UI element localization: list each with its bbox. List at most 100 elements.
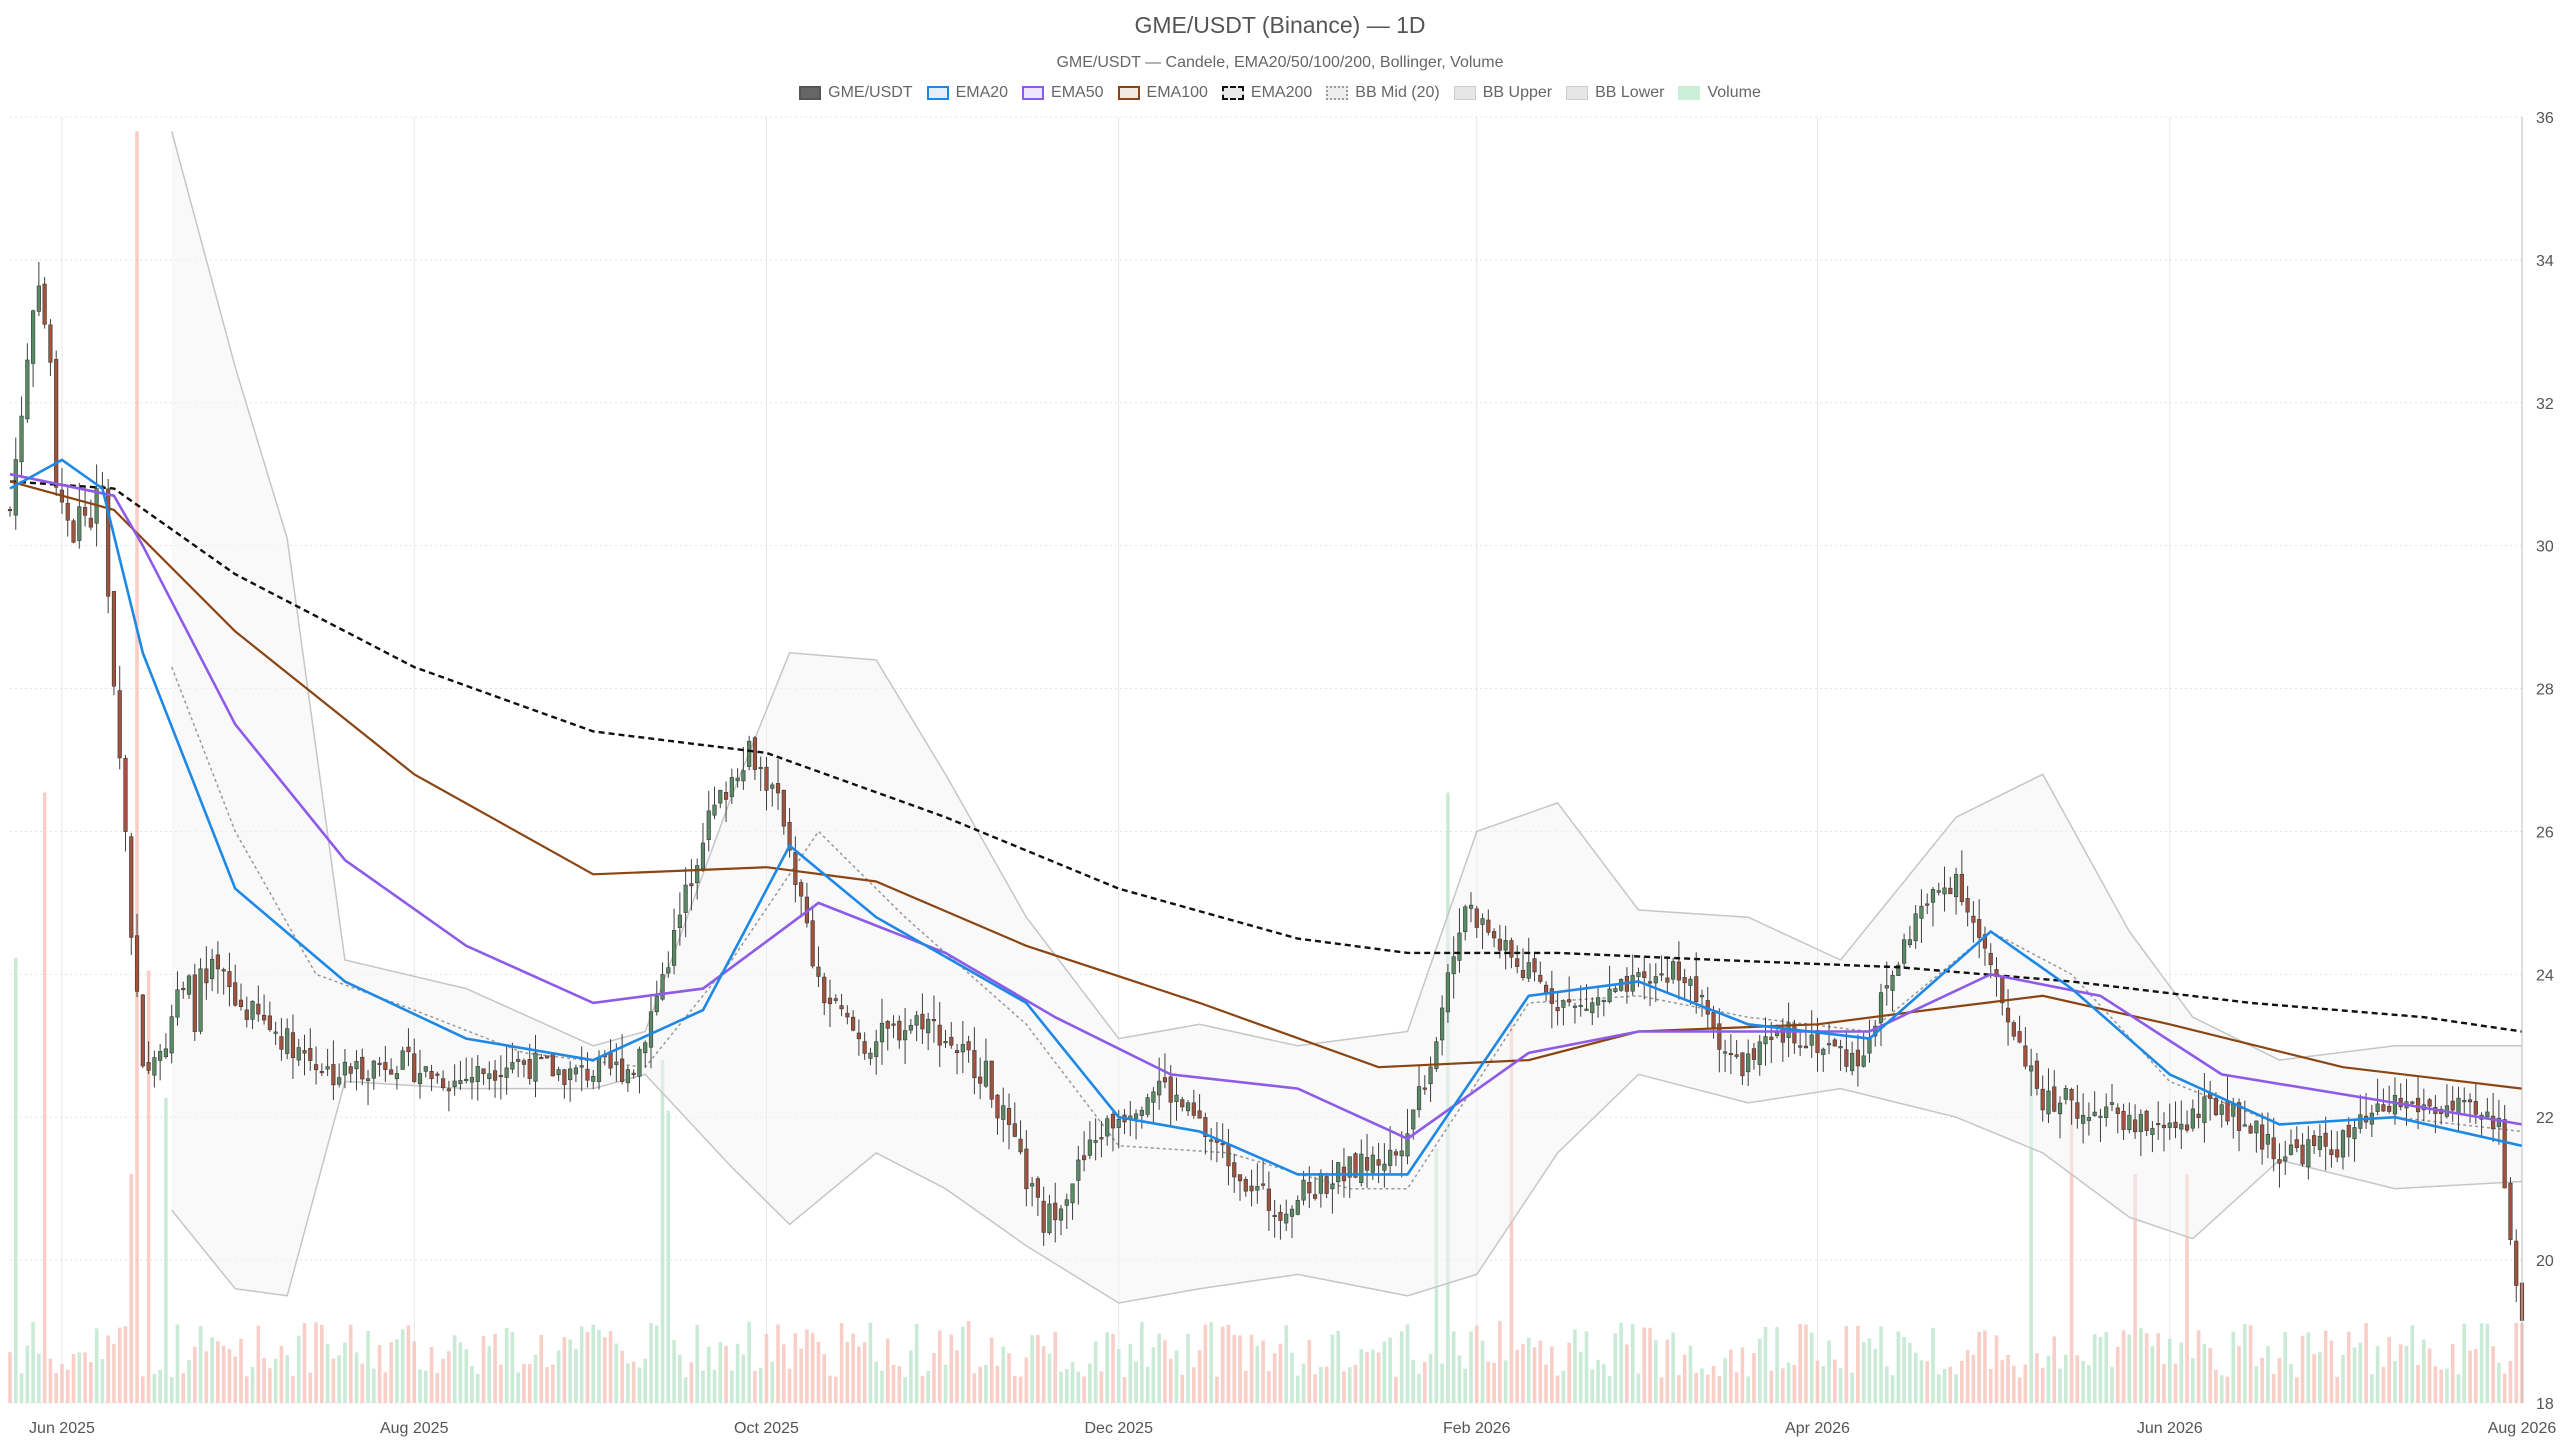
candle [891, 1015, 896, 1039]
candle [2329, 1130, 2334, 1168]
candle-body [2387, 1105, 2392, 1112]
candle [267, 1001, 272, 1032]
volume-bar [2502, 1373, 2507, 1403]
volume-bar [2289, 1364, 2293, 1403]
candle-body [25, 359, 30, 420]
candle-body [65, 502, 70, 521]
volume-bar [1001, 1346, 1006, 1403]
candle [1809, 1010, 1814, 1058]
volume-bar [1249, 1334, 1254, 1403]
volume-bar [493, 1333, 497, 1403]
legend-item-bb-lower[interactable]: BB Lower [1566, 84, 1664, 102]
candle [2104, 1093, 2109, 1127]
candle [2121, 1103, 2126, 1140]
volume-bar [562, 1337, 567, 1403]
volume-bar [1555, 1375, 1560, 1403]
candle [2306, 1126, 2311, 1180]
volume-bar [383, 1372, 388, 1403]
candle-body [539, 1057, 544, 1060]
candle-body [19, 415, 24, 463]
candle-body [1440, 1007, 1445, 1041]
candle-body [1058, 1208, 1064, 1221]
candle-body [441, 1078, 446, 1089]
candle-body [2248, 1125, 2253, 1134]
volume-bar [579, 1326, 584, 1403]
candle-body [1139, 1109, 1144, 1116]
candle-body [2473, 1101, 2478, 1115]
volume-bar [1983, 1330, 1987, 1403]
candle [2075, 1085, 2080, 1129]
volume-bar [1342, 1371, 1346, 1403]
candle-body [926, 1018, 931, 1034]
volume-bar [250, 1367, 255, 1403]
candle-body [729, 777, 734, 797]
legend-item-ema20[interactable]: EMA20 [926, 84, 1008, 102]
legend-item-ema50[interactable]: EMA50 [1022, 84, 1104, 102]
volume-bar [2064, 1354, 2068, 1403]
candle-body [261, 1014, 267, 1021]
legend-item-bb-upper[interactable]: BB Upper [1453, 84, 1552, 102]
candle-body [1676, 961, 1681, 981]
volume-bar [810, 1332, 815, 1403]
candle [1451, 936, 1456, 999]
candle [389, 1058, 394, 1075]
volume-bar [2196, 1330, 2201, 1403]
candle-body [972, 1050, 977, 1079]
candle-body [319, 1071, 324, 1074]
legend-item-ema200[interactable]: EMA200 [1221, 84, 1312, 102]
volume-bar [441, 1358, 445, 1403]
candle-body [1665, 977, 1670, 983]
x-tick-label: Dec 2025 [1084, 1420, 1153, 1437]
legend-item-bb-mid[interactable]: BB Mid (20) [1326, 84, 1440, 102]
candle-body [221, 969, 226, 972]
candle [1688, 976, 1693, 1005]
candle-body [2052, 1086, 2057, 1112]
candle [2294, 1126, 2299, 1153]
volume-bar [146, 970, 151, 1403]
legend-item-ema100[interactable]: EMA100 [1117, 84, 1208, 102]
volume-bar [937, 1330, 942, 1403]
volume-bar [880, 1370, 884, 1403]
volume-bar [1492, 1362, 1496, 1403]
candle [908, 1019, 913, 1034]
candle-body [1255, 1186, 1260, 1191]
candle-body [1567, 999, 1572, 1003]
candle [1232, 1153, 1237, 1193]
candle-body [2190, 1108, 2195, 1129]
volume-bar [499, 1364, 503, 1403]
candle-body [2115, 1107, 2120, 1114]
volume-bar [1752, 1353, 1756, 1403]
candle-body [117, 690, 122, 759]
candle [140, 994, 145, 1069]
volume-bar [782, 1344, 786, 1403]
volume-bar [1093, 1341, 1098, 1403]
volume-bar [2191, 1357, 2195, 1403]
legend-item-gme[interactable]: GME/USDT [799, 84, 913, 102]
legend-item-volume[interactable]: Volume [1678, 84, 1761, 102]
volume-bar [527, 1363, 532, 1403]
volume-bar [637, 1367, 642, 1403]
volume-bar [2075, 1355, 2080, 1403]
volume-bar [614, 1343, 619, 1403]
candle-body [2283, 1156, 2288, 1162]
candle-body [2225, 1100, 2230, 1122]
candle-body [1757, 1041, 1762, 1065]
candle-body [377, 1062, 382, 1065]
candle-body [1884, 985, 1889, 989]
candle-body [1376, 1159, 1381, 1166]
volume-bar [331, 1358, 336, 1403]
candle [897, 1015, 902, 1049]
volume-bar [516, 1372, 520, 1403]
candle [233, 964, 238, 1007]
volume-bar [1013, 1375, 1017, 1403]
candle-body [2467, 1099, 2473, 1103]
candle [498, 1055, 503, 1100]
candle [1959, 850, 1964, 906]
volume-bar [989, 1337, 994, 1403]
candle [2514, 1229, 2519, 1302]
volume-bar [314, 1322, 318, 1403]
candle [2248, 1123, 2253, 1134]
volume-bar [862, 1342, 867, 1403]
volume-bar [233, 1356, 238, 1403]
